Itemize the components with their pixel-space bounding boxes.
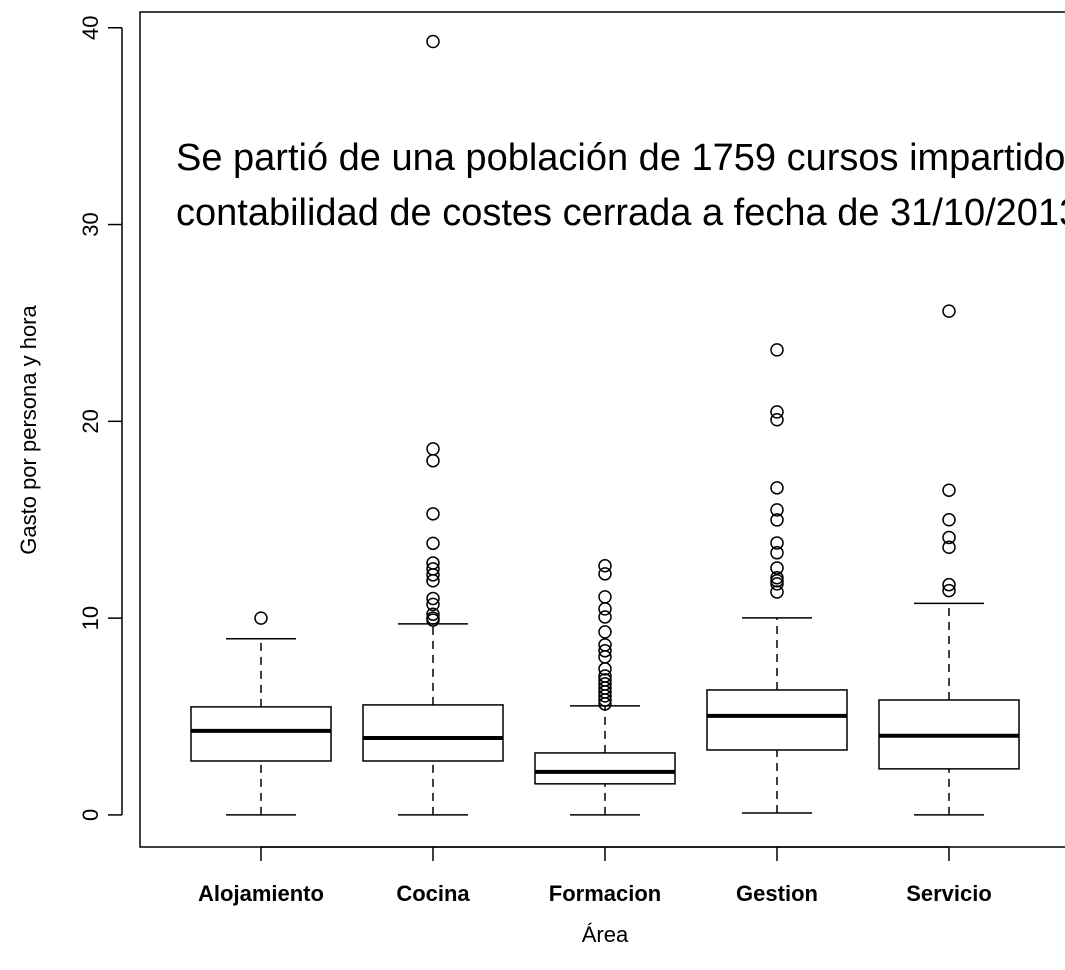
outlier — [770, 585, 784, 599]
outlier — [598, 590, 612, 604]
outlier — [426, 597, 440, 612]
outlier — [770, 573, 784, 588]
outlier — [942, 583, 956, 598]
outlier — [942, 577, 956, 592]
outlier — [770, 405, 784, 419]
y-tick-label: 30 — [78, 212, 103, 236]
outlier — [598, 662, 612, 676]
outlier — [598, 610, 612, 624]
x-tick-label: Cocina — [396, 881, 470, 906]
outlier — [254, 611, 268, 625]
outlier — [426, 568, 440, 582]
outlier — [426, 613, 440, 627]
outlier — [770, 343, 784, 357]
annotation-line: Se partió de una población de 1759 curso… — [176, 137, 1065, 179]
outlier — [770, 577, 784, 591]
x-tick-label: Formacion — [549, 881, 661, 906]
outlier — [426, 607, 440, 621]
box — [190, 706, 332, 762]
annotation-line: contabilidad de costes cerrada a fecha d… — [176, 192, 1065, 234]
y-tick-label: 20 — [78, 409, 103, 433]
outlier — [942, 540, 956, 555]
outlier — [770, 503, 784, 517]
outlier — [598, 689, 612, 703]
outlier — [770, 561, 784, 575]
outlier — [942, 304, 956, 318]
outlier — [426, 507, 440, 521]
outlier — [942, 512, 956, 527]
y-tick-label: 10 — [78, 606, 103, 630]
box — [362, 704, 504, 762]
outlier — [426, 573, 440, 588]
y-axis-label: Gasto por persona y hora — [16, 305, 41, 555]
outlier — [942, 483, 956, 497]
outlier — [598, 693, 612, 707]
outlier — [770, 546, 784, 560]
outlier — [598, 644, 612, 658]
outlier — [426, 591, 440, 606]
outlier — [598, 567, 612, 581]
box — [534, 752, 676, 785]
outlier — [426, 442, 440, 456]
outlier — [598, 697, 612, 711]
outlier — [598, 559, 612, 573]
outlier — [598, 602, 612, 616]
x-tick-label: Alojamiento — [198, 881, 324, 906]
x-tick-label: Servicio — [906, 881, 992, 906]
y-tick-label: 0 — [78, 809, 103, 821]
y-tick-label: 40 — [78, 16, 103, 40]
box — [706, 689, 848, 751]
outlier — [770, 536, 784, 550]
outlier — [770, 513, 784, 527]
outlier — [770, 481, 784, 495]
x-axis-label: Área — [582, 922, 629, 947]
outlier — [770, 413, 784, 427]
outlier — [426, 536, 440, 551]
outlier — [426, 453, 440, 468]
x-tick-label: Gestion — [736, 881, 818, 906]
outlier — [426, 34, 440, 49]
outlier — [942, 530, 956, 545]
outlier — [598, 625, 612, 639]
